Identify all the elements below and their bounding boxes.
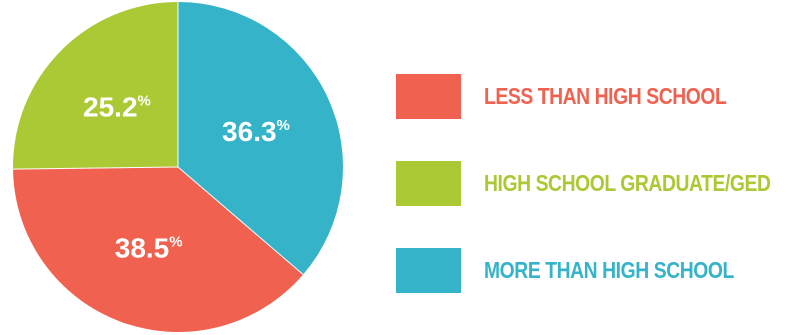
legend-swatch <box>396 73 461 119</box>
legend-item-high-school-graduate: HIGH SCHOOL GRADUATE/GED <box>396 159 796 207</box>
slice-value-label: 36.3% <box>222 116 290 147</box>
slice-separator <box>177 166 304 275</box>
pie-slice-less-than-high-school <box>13 167 304 333</box>
legend-item-more-than-high-school: MORE THAN HIGH SCHOOL <box>396 246 796 294</box>
legend-swatch <box>396 160 461 206</box>
legend: LESS THAN HIGH SCHOOL HIGH SCHOOL GRADUA… <box>396 72 796 333</box>
pie-slice-high-school-graduate-ged <box>13 2 179 170</box>
legend-label: MORE THAN HIGH SCHOOL <box>484 256 734 283</box>
slice-separator <box>13 166 179 170</box>
pie-plot: 36.3% 38.5% 25.2% <box>13 2 343 333</box>
legend-label: LESS THAN HIGH SCHOOL <box>484 82 727 109</box>
legend-swatch <box>396 247 461 293</box>
slice-value-label: 25.2% <box>83 92 151 123</box>
legend-item-less-than-high-school: LESS THAN HIGH SCHOOL <box>396 72 796 120</box>
legend-label: HIGH SCHOOL GRADUATE/GED <box>484 169 771 196</box>
pie-slice-more-than-high-school <box>178 2 343 275</box>
slice-value-label: 38.5% <box>115 233 183 264</box>
